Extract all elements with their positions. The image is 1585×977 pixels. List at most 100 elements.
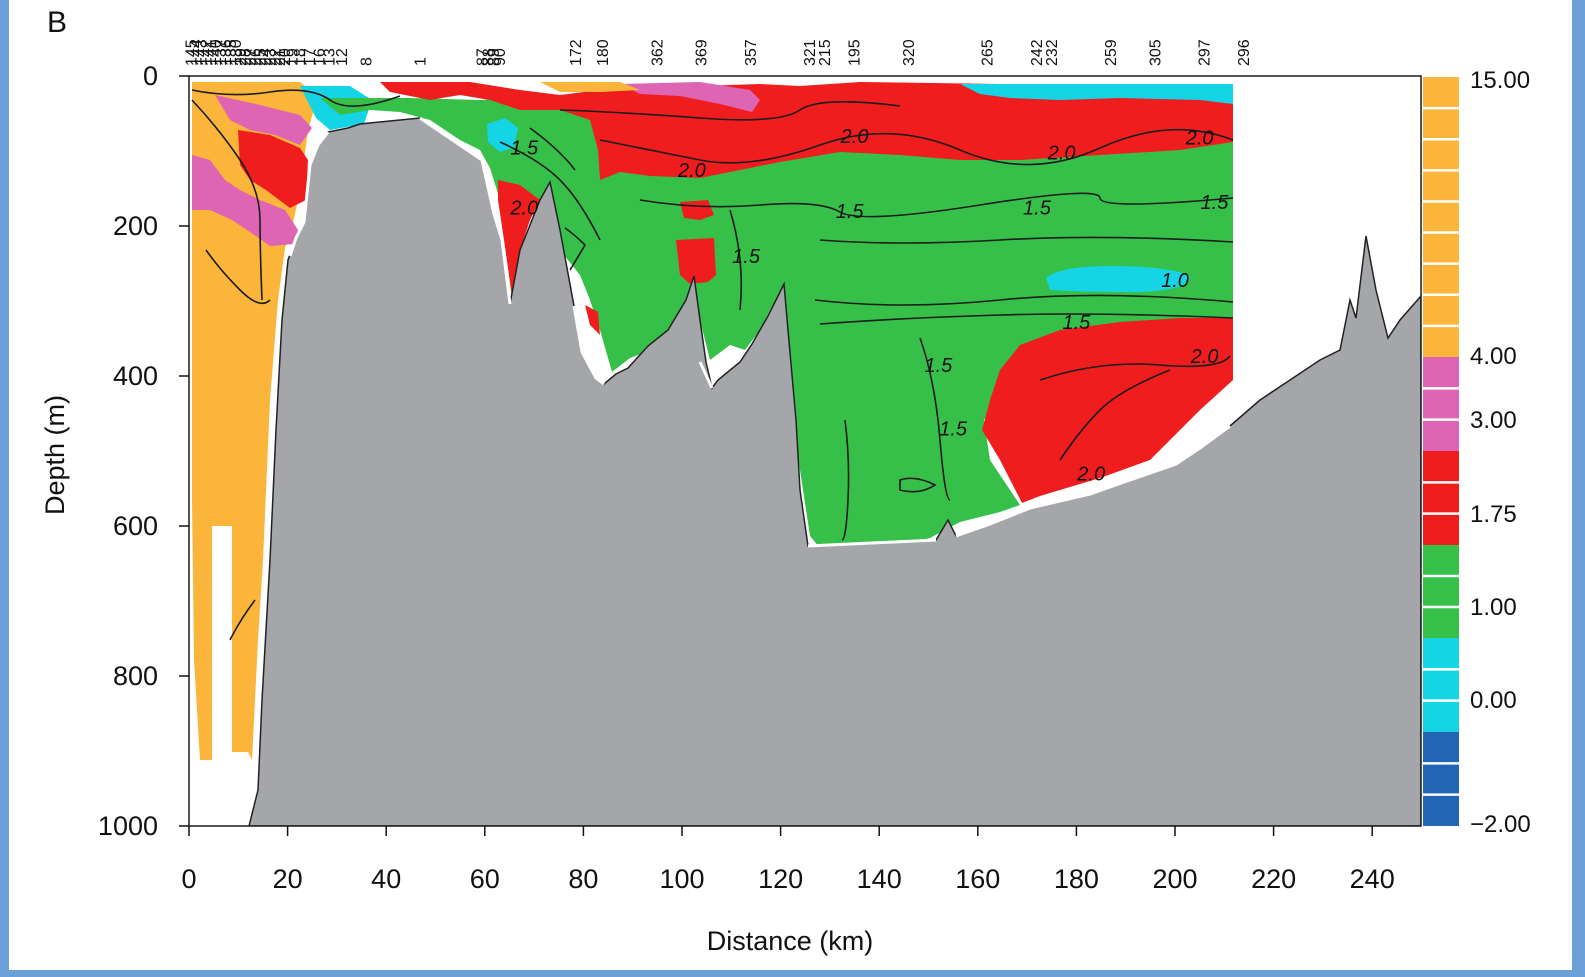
- x-tick-label: 20: [273, 864, 303, 894]
- station-label: 13: [322, 48, 339, 66]
- contour-value: 1.5: [939, 419, 968, 441]
- x-tick-label: 140: [857, 864, 902, 894]
- station-label: 19: [285, 48, 302, 66]
- contour-lines: [191, 89, 1234, 641]
- station-label: 89: [486, 48, 503, 66]
- station-label: 26: [248, 48, 265, 66]
- colorbar-label: −2.00: [1470, 811, 1531, 838]
- station-label: 88: [480, 48, 497, 66]
- station-label: 265: [980, 39, 997, 66]
- station-label: 135: [223, 39, 240, 66]
- station-label: 136: [218, 39, 235, 66]
- cyan-surface-east: [960, 84, 1233, 104]
- colorbar-label: 0.00: [1470, 687, 1517, 714]
- x-tick-label: 40: [371, 864, 401, 894]
- seafloor-white-rim: [288, 116, 1231, 548]
- x-tick-label: 180: [1054, 864, 1099, 894]
- contour-value: 1.5: [510, 137, 539, 159]
- station-label: 143: [193, 39, 210, 66]
- contour-value: 2.0: [509, 197, 538, 219]
- station-label: 87: [474, 48, 491, 66]
- station-label: 141: [203, 39, 220, 66]
- station-label: 320: [901, 39, 918, 66]
- red-water-region-west: [238, 130, 308, 208]
- warm-surface-patch: [540, 82, 640, 92]
- station-label: 369: [694, 39, 711, 66]
- red-water-region-east-deep: [982, 318, 1233, 503]
- station-label: 90: [492, 48, 509, 66]
- seafloor: [248, 117, 1421, 826]
- axes: 0 20 40 60 80 100 120 140 160 180 200 220 240 0 200 400…: [98, 61, 1395, 894]
- y-tick-label: 600: [113, 511, 158, 541]
- station-label: 297: [1197, 39, 1214, 66]
- station-label: 130: [228, 39, 245, 66]
- station-label: 29: [233, 48, 250, 66]
- station-label: 195: [847, 39, 864, 66]
- station-label: 22: [267, 48, 284, 66]
- station-label: 305: [1147, 39, 1164, 66]
- contour-value: 1.5: [1023, 197, 1052, 219]
- colorbar-label: 4.00: [1470, 343, 1517, 370]
- x-tick-label: 220: [1251, 864, 1296, 894]
- pink-water-region: [192, 155, 298, 246]
- contour-value: 1.5: [924, 355, 953, 377]
- colorbar: 15.00 4.00 3.00 1.75 1.00 0.00 −2.00: [1423, 67, 1531, 838]
- station-label: 242: [1029, 39, 1046, 66]
- contour-value: 2.0: [1190, 346, 1219, 368]
- station-label: 145: [183, 39, 200, 66]
- red-water-region-upper: [380, 82, 1233, 180]
- contour-value: 2.0: [840, 126, 869, 148]
- station-label: 20: [277, 48, 294, 66]
- pink-surface-east: [620, 82, 760, 112]
- x-tick-label: 120: [758, 864, 803, 894]
- plot-area: [189, 76, 1421, 826]
- contour-value: 1.5: [1062, 312, 1091, 334]
- red-blob-369: [676, 200, 716, 284]
- y-tick-label: 0: [143, 61, 158, 91]
- colorbar-label: 1.00: [1470, 594, 1517, 621]
- station-label: 357: [743, 39, 760, 66]
- x-tick-label: 80: [568, 864, 598, 894]
- y-tick-label: 1000: [98, 811, 158, 841]
- colorbar-band: [1423, 732, 1459, 826]
- x-tick-label: 100: [659, 864, 704, 894]
- colorbar-band: [1423, 77, 1459, 357]
- x-tick-label: 200: [1152, 864, 1197, 894]
- station-label: 232: [1044, 39, 1061, 66]
- station-label: 16: [312, 48, 329, 66]
- station-label: 296: [1236, 39, 1253, 66]
- contour-value: 1.5: [732, 246, 761, 268]
- y-axis-label: Depth (m): [40, 395, 70, 515]
- contour-value: 2.0: [1185, 128, 1214, 150]
- cold-pocket-88: [487, 118, 518, 152]
- colorbar-band: [1423, 545, 1459, 638]
- station-label: 1: [413, 57, 430, 66]
- station-label: 140: [208, 39, 225, 66]
- y-tick-label: 400: [113, 361, 158, 391]
- x-tick-label: 240: [1350, 864, 1395, 894]
- x-tick-label: 0: [181, 864, 196, 894]
- contour-value: 2.0: [677, 160, 706, 182]
- plot-frame: [188, 75, 1422, 827]
- y-tick-label: 200: [113, 211, 158, 241]
- panel-label: B: [47, 6, 68, 39]
- station-labels: 1451441431421411401371361351302928272625…: [183, 39, 1253, 66]
- contour-value: 1.0: [1161, 270, 1189, 292]
- y-tick-label: 800: [113, 661, 158, 691]
- contour-value: 2.0: [1047, 143, 1076, 165]
- station-label: 259: [1103, 39, 1120, 66]
- pink-water-region-upper: [215, 95, 312, 145]
- station-label: 180: [595, 39, 612, 66]
- x-axis-label: Distance (km): [707, 926, 874, 956]
- station-label: 27: [243, 48, 260, 66]
- colorbar-band: [1423, 638, 1459, 732]
- station-label: 172: [568, 39, 585, 66]
- red-water-region-trough: [498, 180, 540, 296]
- station-label: 137: [213, 39, 230, 66]
- station-label: 18: [292, 48, 309, 66]
- station-label: 144: [188, 39, 205, 66]
- station-label: 12: [334, 48, 351, 66]
- station-label: 321: [802, 39, 819, 66]
- station-label: 25: [252, 48, 269, 66]
